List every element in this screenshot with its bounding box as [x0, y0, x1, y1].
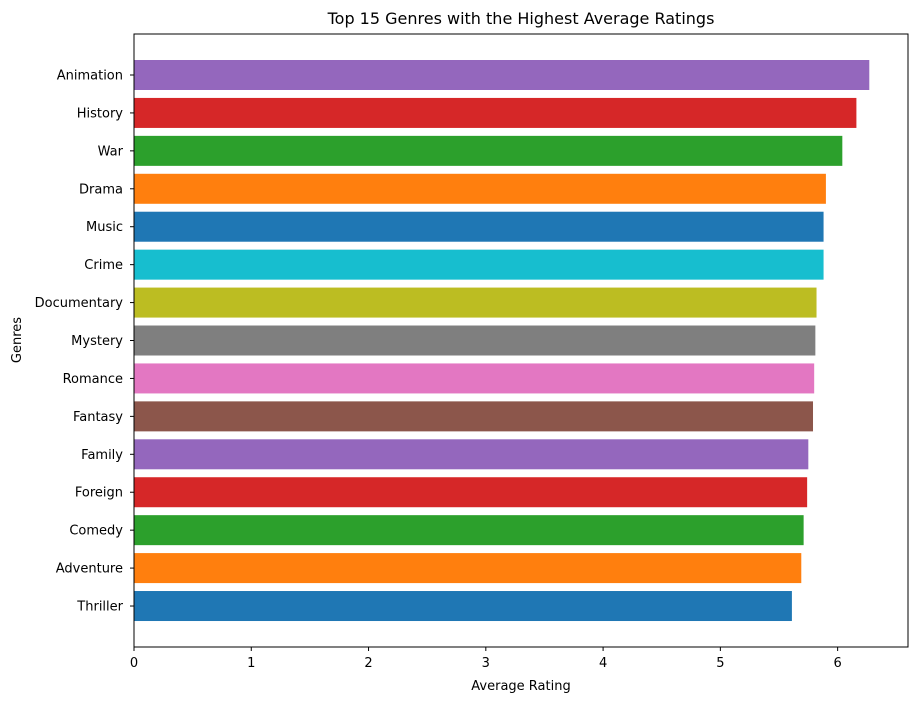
bar-romance: [134, 363, 815, 394]
bar-animation: [134, 60, 870, 90]
x-tick-label: 3: [482, 656, 490, 671]
y-tick-label: History: [77, 106, 124, 121]
bar-war: [134, 135, 843, 166]
y-tick-label: Romance: [63, 372, 123, 387]
y-axis-label: Genres: [10, 317, 25, 363]
y-tick-label: Fantasy: [73, 410, 123, 425]
x-axis-label: Average Rating: [471, 679, 570, 694]
y-tick-label: Adventure: [56, 562, 123, 577]
y-tick-label: Comedy: [69, 524, 123, 539]
chart-title: Top 15 Genres with the Highest Average R…: [327, 9, 715, 28]
bar-adventure: [134, 553, 802, 584]
y-tick-label: Mystery: [71, 334, 123, 349]
y-tick-label: Animation: [57, 69, 123, 84]
x-tick-label: 1: [247, 656, 255, 671]
bar-foreign: [134, 477, 808, 508]
y-tick-label: Foreign: [75, 486, 123, 501]
bar-fantasy: [134, 401, 814, 432]
bar-music: [134, 211, 824, 242]
bar-comedy: [134, 515, 804, 546]
y-tick-label: Documentary: [35, 296, 124, 311]
y-tick-label: War: [98, 144, 124, 159]
bar-crime: [134, 249, 824, 280]
x-tick-label: 2: [364, 656, 372, 671]
y-tick-label: Drama: [79, 182, 123, 197]
y-axis-ticks: Animation History War Drama Music Crime Docume…: [35, 69, 134, 615]
x-tick-label: 0: [130, 656, 138, 671]
y-tick-label: Thriller: [76, 600, 123, 615]
bar-family: [134, 439, 809, 470]
y-tick-label: Crime: [84, 258, 123, 273]
bar-history: [134, 97, 857, 128]
y-tick-label: Music: [86, 220, 123, 235]
bar-documentary: [134, 287, 817, 318]
x-tick-label: 6: [833, 656, 841, 671]
x-tick-label: 4: [599, 656, 607, 671]
bar-drama: [134, 173, 826, 204]
y-tick-label: Family: [81, 448, 123, 463]
bar-mystery: [134, 325, 816, 356]
x-axis-ticks: 0 1 2 3 4 5 6: [130, 647, 842, 671]
bar-thriller: [134, 591, 792, 622]
bars-group: [134, 60, 870, 622]
x-tick-label: 5: [716, 656, 724, 671]
